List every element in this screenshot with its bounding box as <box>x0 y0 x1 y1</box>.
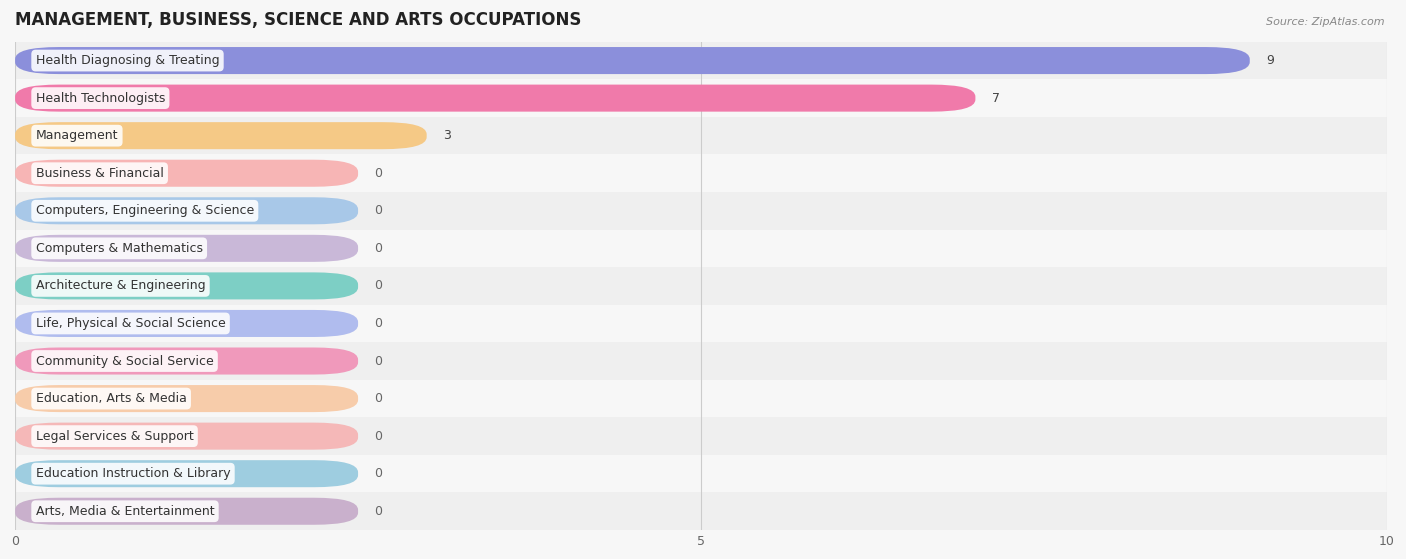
Bar <box>15 492 1386 530</box>
FancyBboxPatch shape <box>15 348 359 375</box>
Bar <box>15 418 1386 455</box>
Text: Health Technologists: Health Technologists <box>35 92 165 105</box>
Text: Legal Services & Support: Legal Services & Support <box>35 430 194 443</box>
Text: 9: 9 <box>1267 54 1274 67</box>
Text: 0: 0 <box>374 242 382 255</box>
Bar <box>15 42 1386 79</box>
Text: 0: 0 <box>374 430 382 443</box>
Text: Education, Arts & Media: Education, Arts & Media <box>35 392 187 405</box>
Text: 0: 0 <box>374 280 382 292</box>
FancyBboxPatch shape <box>15 310 359 337</box>
Text: Architecture & Engineering: Architecture & Engineering <box>35 280 205 292</box>
Text: 0: 0 <box>374 392 382 405</box>
Text: Arts, Media & Entertainment: Arts, Media & Entertainment <box>35 505 214 518</box>
Text: 0: 0 <box>374 467 382 480</box>
Text: 3: 3 <box>443 129 451 142</box>
Text: 0: 0 <box>374 317 382 330</box>
Text: Education Instruction & Library: Education Instruction & Library <box>35 467 231 480</box>
FancyBboxPatch shape <box>15 460 359 487</box>
FancyBboxPatch shape <box>15 423 359 449</box>
Bar <box>15 154 1386 192</box>
FancyBboxPatch shape <box>15 197 359 224</box>
Bar <box>15 117 1386 154</box>
Bar <box>15 305 1386 342</box>
FancyBboxPatch shape <box>15 498 359 525</box>
Bar <box>15 267 1386 305</box>
Bar <box>15 79 1386 117</box>
Text: Computers, Engineering & Science: Computers, Engineering & Science <box>35 204 254 217</box>
Text: Life, Physical & Social Science: Life, Physical & Social Science <box>35 317 225 330</box>
Text: 0: 0 <box>374 167 382 180</box>
FancyBboxPatch shape <box>15 385 359 412</box>
FancyBboxPatch shape <box>15 272 359 300</box>
Text: 7: 7 <box>991 92 1000 105</box>
Text: Business & Financial: Business & Financial <box>35 167 163 180</box>
FancyBboxPatch shape <box>15 160 359 187</box>
Bar <box>15 230 1386 267</box>
Text: Community & Social Service: Community & Social Service <box>35 354 214 367</box>
FancyBboxPatch shape <box>15 84 976 112</box>
Bar <box>15 192 1386 230</box>
Text: 0: 0 <box>374 354 382 367</box>
Text: Computers & Mathematics: Computers & Mathematics <box>35 242 202 255</box>
Bar <box>15 342 1386 380</box>
Text: Source: ZipAtlas.com: Source: ZipAtlas.com <box>1267 17 1385 27</box>
Text: Management: Management <box>35 129 118 142</box>
Text: 0: 0 <box>374 505 382 518</box>
FancyBboxPatch shape <box>15 122 426 149</box>
FancyBboxPatch shape <box>15 235 359 262</box>
Text: MANAGEMENT, BUSINESS, SCIENCE AND ARTS OCCUPATIONS: MANAGEMENT, BUSINESS, SCIENCE AND ARTS O… <box>15 11 582 29</box>
Text: 0: 0 <box>374 204 382 217</box>
FancyBboxPatch shape <box>15 47 1250 74</box>
Text: Health Diagnosing & Treating: Health Diagnosing & Treating <box>35 54 219 67</box>
Bar <box>15 380 1386 418</box>
Bar <box>15 455 1386 492</box>
